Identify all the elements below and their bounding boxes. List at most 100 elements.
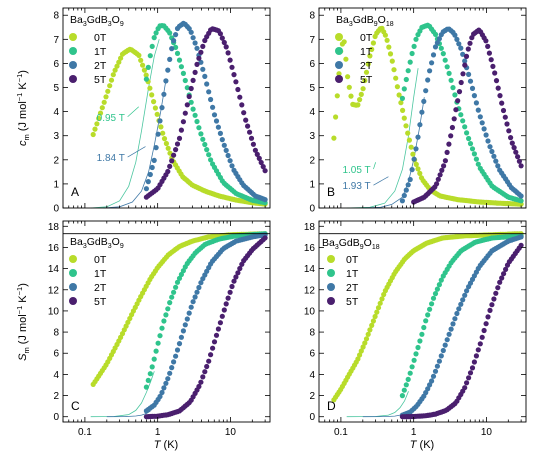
data-point xyxy=(375,305,382,311)
data-point xyxy=(448,326,454,332)
legend-label: 5T xyxy=(94,74,107,86)
data-point xyxy=(493,78,500,84)
data-point xyxy=(360,344,366,350)
data-point xyxy=(464,380,470,386)
y-tick-label: 6 xyxy=(53,349,59,360)
data-point xyxy=(485,43,491,50)
data-point xyxy=(225,152,231,159)
data-point xyxy=(198,131,204,137)
data-point xyxy=(237,265,243,272)
data-points xyxy=(90,231,268,420)
data-point xyxy=(435,176,441,182)
data-point xyxy=(169,365,175,371)
data-point xyxy=(202,141,208,148)
data-point xyxy=(167,163,173,169)
data-points xyxy=(331,22,524,207)
data-point xyxy=(178,334,184,340)
data-point xyxy=(215,124,221,130)
data-point xyxy=(105,88,111,94)
data-point xyxy=(184,102,190,108)
data-point xyxy=(407,59,413,65)
y-tick-label: 4 xyxy=(53,370,59,381)
data-point xyxy=(252,147,258,153)
data-point xyxy=(167,56,173,63)
series-2t xyxy=(399,234,524,418)
data-point xyxy=(497,93,503,99)
series-2t xyxy=(143,232,268,414)
data-point xyxy=(231,278,237,284)
data-point xyxy=(149,164,155,171)
legend-marker xyxy=(69,283,77,291)
data-point xyxy=(442,342,448,348)
data-point xyxy=(432,44,439,50)
data-point xyxy=(345,74,351,80)
data-point xyxy=(262,235,268,241)
data-point xyxy=(405,130,411,136)
data-point xyxy=(483,38,489,44)
data-point xyxy=(456,306,462,312)
data-point xyxy=(136,52,142,59)
data-point xyxy=(184,316,190,322)
data-point xyxy=(204,81,210,87)
data-point xyxy=(382,32,388,38)
data-point xyxy=(108,77,115,83)
y-tick-label: 18 xyxy=(48,222,60,233)
plot-frame xyxy=(62,7,271,209)
data-point xyxy=(192,294,198,300)
legend-marker xyxy=(69,33,77,41)
data-point xyxy=(460,51,466,57)
data-point xyxy=(469,85,476,91)
data-point xyxy=(198,379,204,385)
data-point xyxy=(217,130,223,136)
data-point xyxy=(415,344,421,351)
data-point xyxy=(427,382,433,388)
legend-marker xyxy=(69,75,77,83)
series-1t xyxy=(399,22,524,204)
data-point xyxy=(163,312,169,318)
data-point xyxy=(425,386,431,392)
data-point xyxy=(176,341,183,347)
data-point xyxy=(165,306,171,312)
data-point xyxy=(473,156,479,162)
data-point xyxy=(358,348,364,354)
data-point xyxy=(489,148,495,155)
data-point xyxy=(174,50,181,57)
data-point xyxy=(169,294,175,300)
data-point xyxy=(153,30,159,36)
legend-marker xyxy=(327,283,335,291)
axis-ticks: 0.1 1 10 0 2 4 6 8 10 12 14 16 18 xyxy=(48,221,270,438)
annotation-leader xyxy=(127,146,146,158)
data-point xyxy=(198,280,204,286)
data-point xyxy=(469,365,476,371)
data-point xyxy=(398,100,404,106)
data-point xyxy=(159,389,165,396)
data-point xyxy=(419,109,425,115)
data-point xyxy=(221,142,227,148)
legend-label: 0T xyxy=(94,254,107,266)
data-point xyxy=(488,57,494,63)
data-point xyxy=(403,382,409,388)
data-point xyxy=(194,61,200,67)
data-point xyxy=(110,72,116,78)
data-point xyxy=(454,310,460,317)
data-point xyxy=(188,304,194,310)
data-point xyxy=(384,37,390,43)
data-point xyxy=(466,135,472,142)
data-point xyxy=(138,57,144,63)
data-point xyxy=(114,63,120,69)
legend-label: 2T xyxy=(94,60,107,72)
data-point xyxy=(413,351,419,357)
data-point xyxy=(147,371,153,377)
series-0t xyxy=(90,231,268,387)
data-point xyxy=(161,136,168,142)
data-point xyxy=(192,112,198,118)
data-point xyxy=(405,182,411,188)
data-point xyxy=(336,71,342,77)
y-tick-label: 7 xyxy=(53,35,59,46)
data-point xyxy=(462,62,468,68)
data-point xyxy=(190,35,196,41)
data-point xyxy=(411,43,417,50)
data-point xyxy=(357,97,363,103)
y-tick-label: 14 xyxy=(304,264,316,275)
data-point xyxy=(518,198,524,204)
